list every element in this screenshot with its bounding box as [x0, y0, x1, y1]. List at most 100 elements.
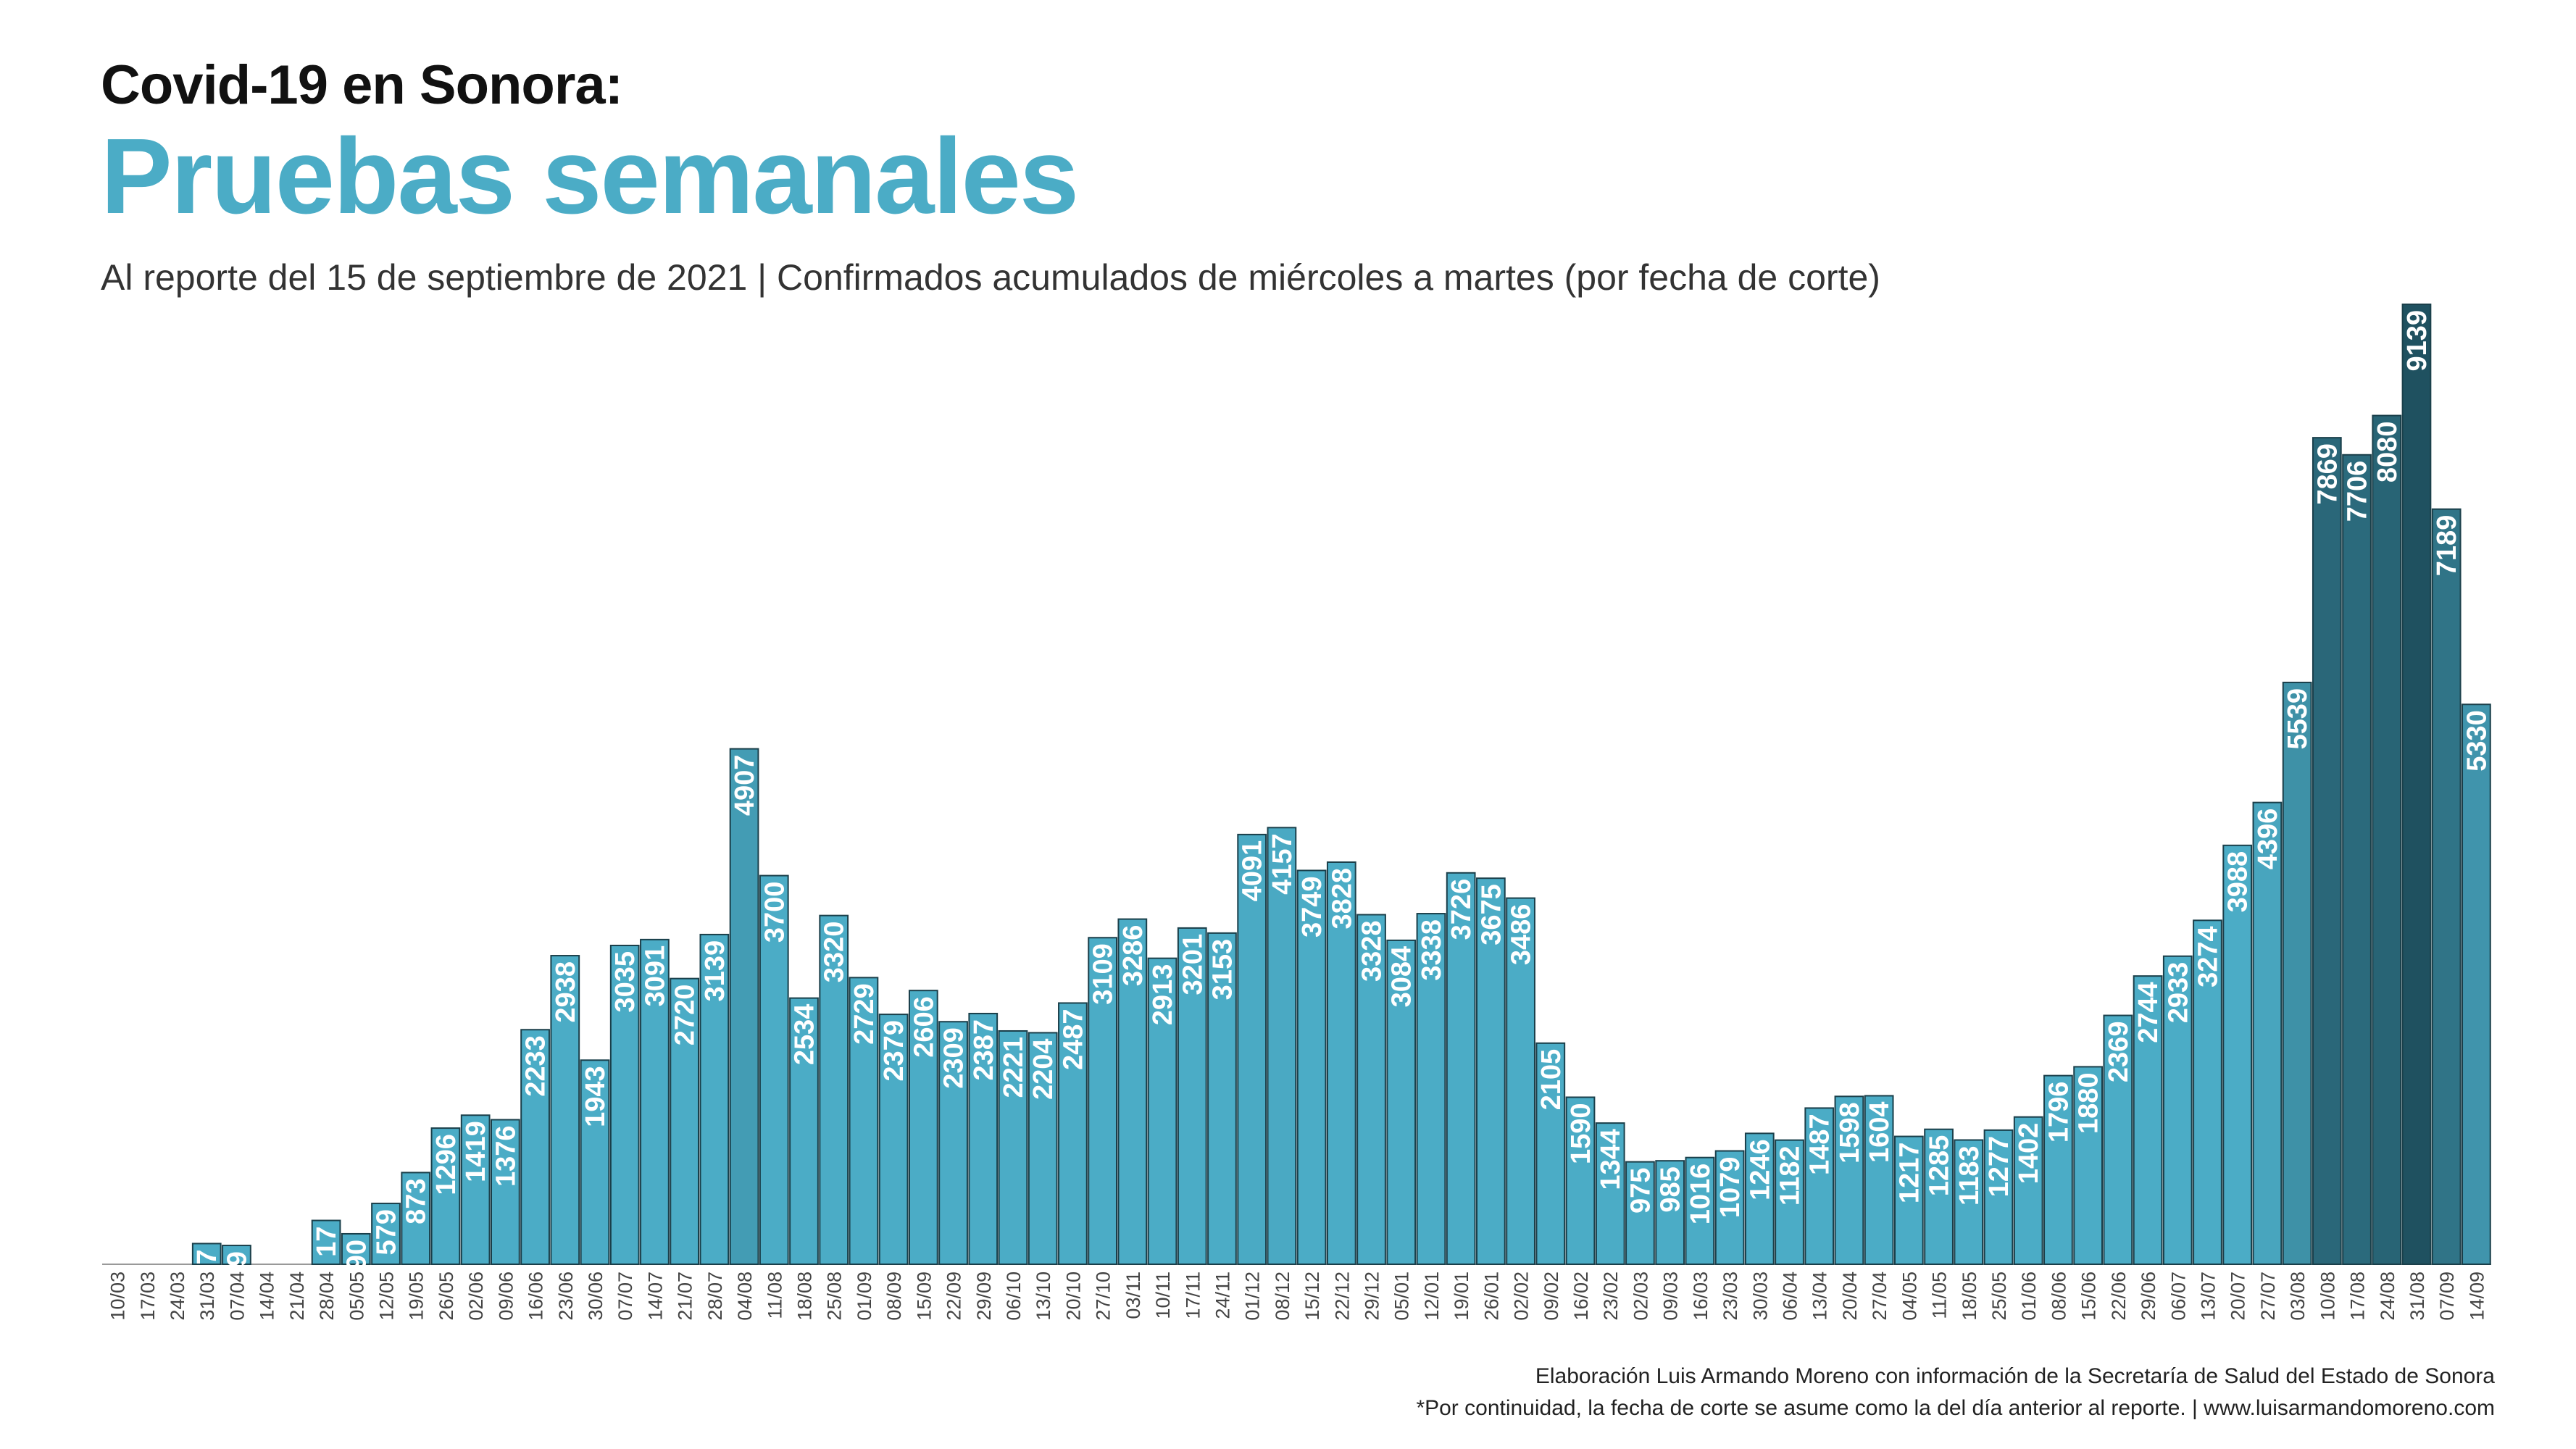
bar [878, 1014, 909, 1265]
x-tick-label: 13/07 [2197, 1271, 2219, 1321]
bar [849, 977, 879, 1265]
bar [1416, 913, 1446, 1266]
x-tick-label: 23/06 [555, 1271, 577, 1321]
x-tick-label: 07/07 [614, 1271, 636, 1321]
x-tick-label: 19/05 [406, 1271, 428, 1321]
bar [968, 1012, 999, 1266]
bar [430, 1127, 461, 1265]
x-tick-label: 12/01 [1421, 1271, 1443, 1321]
data-label: 4157 [1267, 833, 1298, 895]
x-tick-label: 19/01 [1451, 1271, 1472, 1321]
bar [908, 990, 938, 1266]
data-label: 2744 [2133, 982, 2164, 1043]
x-tick-label: 06/04 [1780, 1271, 1801, 1321]
bar [2252, 801, 2283, 1265]
bar [1714, 1150, 1745, 1266]
data-label: 7189 [2432, 515, 2462, 577]
x-tick-label: 29/09 [973, 1271, 995, 1321]
data-label: 2379 [879, 1020, 909, 1082]
chart-subtitle: Al reporte del 15 de septiembre de 2021 … [101, 257, 1880, 298]
bar [1535, 1042, 1566, 1266]
data-label: 1079 [1715, 1157, 1746, 1219]
x-tick-label: 25/08 [824, 1271, 846, 1321]
x-tick-label: 28/04 [316, 1271, 338, 1321]
data-label: 5330 [2462, 710, 2492, 772]
data-label: 3749 [1297, 876, 1327, 938]
x-tick-label: 01/06 [2018, 1271, 2040, 1321]
data-label: 3035 [610, 951, 641, 1013]
x-tick-label: 01/12 [1242, 1271, 1264, 1321]
bar [1864, 1095, 1894, 1265]
x-tick-label: 13/10 [1033, 1271, 1054, 1321]
footer-credit: Elaboración Luis Armando Moreno con info… [1535, 1364, 2495, 1388]
bar [640, 938, 670, 1265]
bar [1237, 833, 1267, 1265]
chart-headline: Pruebas semanales [101, 117, 1079, 236]
x-tick-label: 15/12 [1301, 1271, 1323, 1321]
bar [2342, 454, 2372, 1265]
x-tick-label: 17/11 [1182, 1271, 1204, 1319]
chart-title: Covid-19 en Sonora: [101, 54, 623, 116]
data-label: 975 [1625, 1168, 1656, 1214]
x-tick-label: 08/12 [1272, 1271, 1293, 1321]
x-tick-label: 26/01 [1480, 1271, 1502, 1321]
x-tick-label: 04/08 [734, 1271, 756, 1321]
x-tick-label: 22/09 [943, 1271, 965, 1321]
data-label: 1943 [580, 1066, 611, 1127]
x-tick-label: 28/07 [704, 1271, 726, 1321]
bar [1775, 1139, 1804, 1265]
bar [1744, 1132, 1775, 1265]
x-tick-label: 02/02 [1511, 1271, 1533, 1321]
x-tick-label: 08/06 [2048, 1271, 2069, 1321]
bar [341, 1232, 371, 1265]
data-label: 3988 [2223, 851, 2254, 913]
x-tick-label: 20/04 [1839, 1271, 1861, 1321]
data-label: 3320 [820, 922, 850, 983]
x-tick-label: 10/03 [107, 1271, 129, 1321]
data-label: 2221 [999, 1037, 1029, 1098]
data-label: 1285 [1925, 1135, 1955, 1197]
bar [2013, 1116, 2043, 1265]
data-label: 1604 [1864, 1101, 1895, 1163]
x-tick-label: 12/05 [376, 1271, 398, 1321]
data-label: 3328 [1357, 921, 1388, 982]
data-label: 3274 [2193, 926, 2223, 987]
bar [1924, 1128, 1954, 1265]
bar [1296, 869, 1327, 1265]
x-tick-label: 24/03 [167, 1271, 188, 1321]
bar [1804, 1107, 1835, 1266]
x-tick-label: 06/10 [1003, 1271, 1025, 1321]
data-label: 2309 [939, 1027, 970, 1089]
bar [1506, 897, 1535, 1265]
x-tick-label: 09/02 [1541, 1271, 1562, 1321]
data-label: 3091 [640, 945, 670, 1007]
bar [550, 955, 580, 1266]
data-label: 17 [312, 1227, 342, 1257]
data-label: 3153 [1207, 939, 1238, 1001]
bar [1326, 861, 1356, 1265]
x-tick-label: 09/06 [495, 1271, 517, 1321]
data-label: 1880 [2074, 1072, 2104, 1134]
bar [2222, 844, 2253, 1266]
bar [2372, 414, 2402, 1265]
data-label: 1016 [1685, 1164, 1716, 1225]
x-tick-label: 15/09 [913, 1271, 935, 1321]
x-tick-label: 01/09 [854, 1271, 875, 1321]
bar [460, 1114, 491, 1266]
data-label: 4091 [1238, 840, 1268, 902]
data-label: 2369 [2104, 1022, 2134, 1083]
bar [191, 1243, 222, 1265]
data-label: 2729 [849, 983, 880, 1045]
x-tick-label: 30/06 [585, 1271, 607, 1321]
bar [1058, 1002, 1088, 1266]
data-label: 2387 [969, 1019, 999, 1081]
x-tick-label: 29/12 [1362, 1271, 1383, 1321]
bar [1655, 1160, 1685, 1265]
data-label: 3486 [1506, 904, 1537, 966]
x-tick-label: 02/06 [465, 1271, 487, 1321]
data-label: 2938 [551, 961, 581, 1023]
bar [2193, 919, 2222, 1265]
data-label: 2606 [909, 996, 939, 1058]
bar [2133, 975, 2163, 1266]
